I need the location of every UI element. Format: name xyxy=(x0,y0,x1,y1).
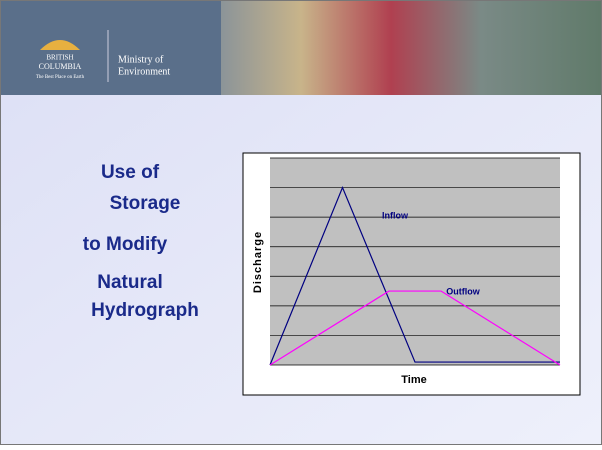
title-line: Storage xyxy=(110,193,181,214)
logo-panel xyxy=(1,1,221,95)
title-line: Hydrograph xyxy=(91,300,199,321)
logo-text: COLUMBIA xyxy=(39,62,82,71)
ministry-text: Ministry of xyxy=(118,54,164,65)
title-line: to Modify xyxy=(83,234,168,255)
logo-tagline: The Best Place on Earth xyxy=(36,75,85,80)
series-label: Inflow xyxy=(382,210,409,220)
logo-text: BRITISH xyxy=(46,54,73,62)
series-label: Outflow xyxy=(446,286,480,296)
title-line: Use of xyxy=(101,162,160,183)
x-axis-label: Time xyxy=(401,374,426,386)
slide: BRITISH COLUMBIA The Best Place on Earth… xyxy=(0,0,602,445)
y-axis-label: Discharge xyxy=(252,231,264,293)
title-line: Natural xyxy=(97,272,162,293)
ministry-text: Environment xyxy=(118,66,170,77)
plot-area xyxy=(270,158,560,365)
